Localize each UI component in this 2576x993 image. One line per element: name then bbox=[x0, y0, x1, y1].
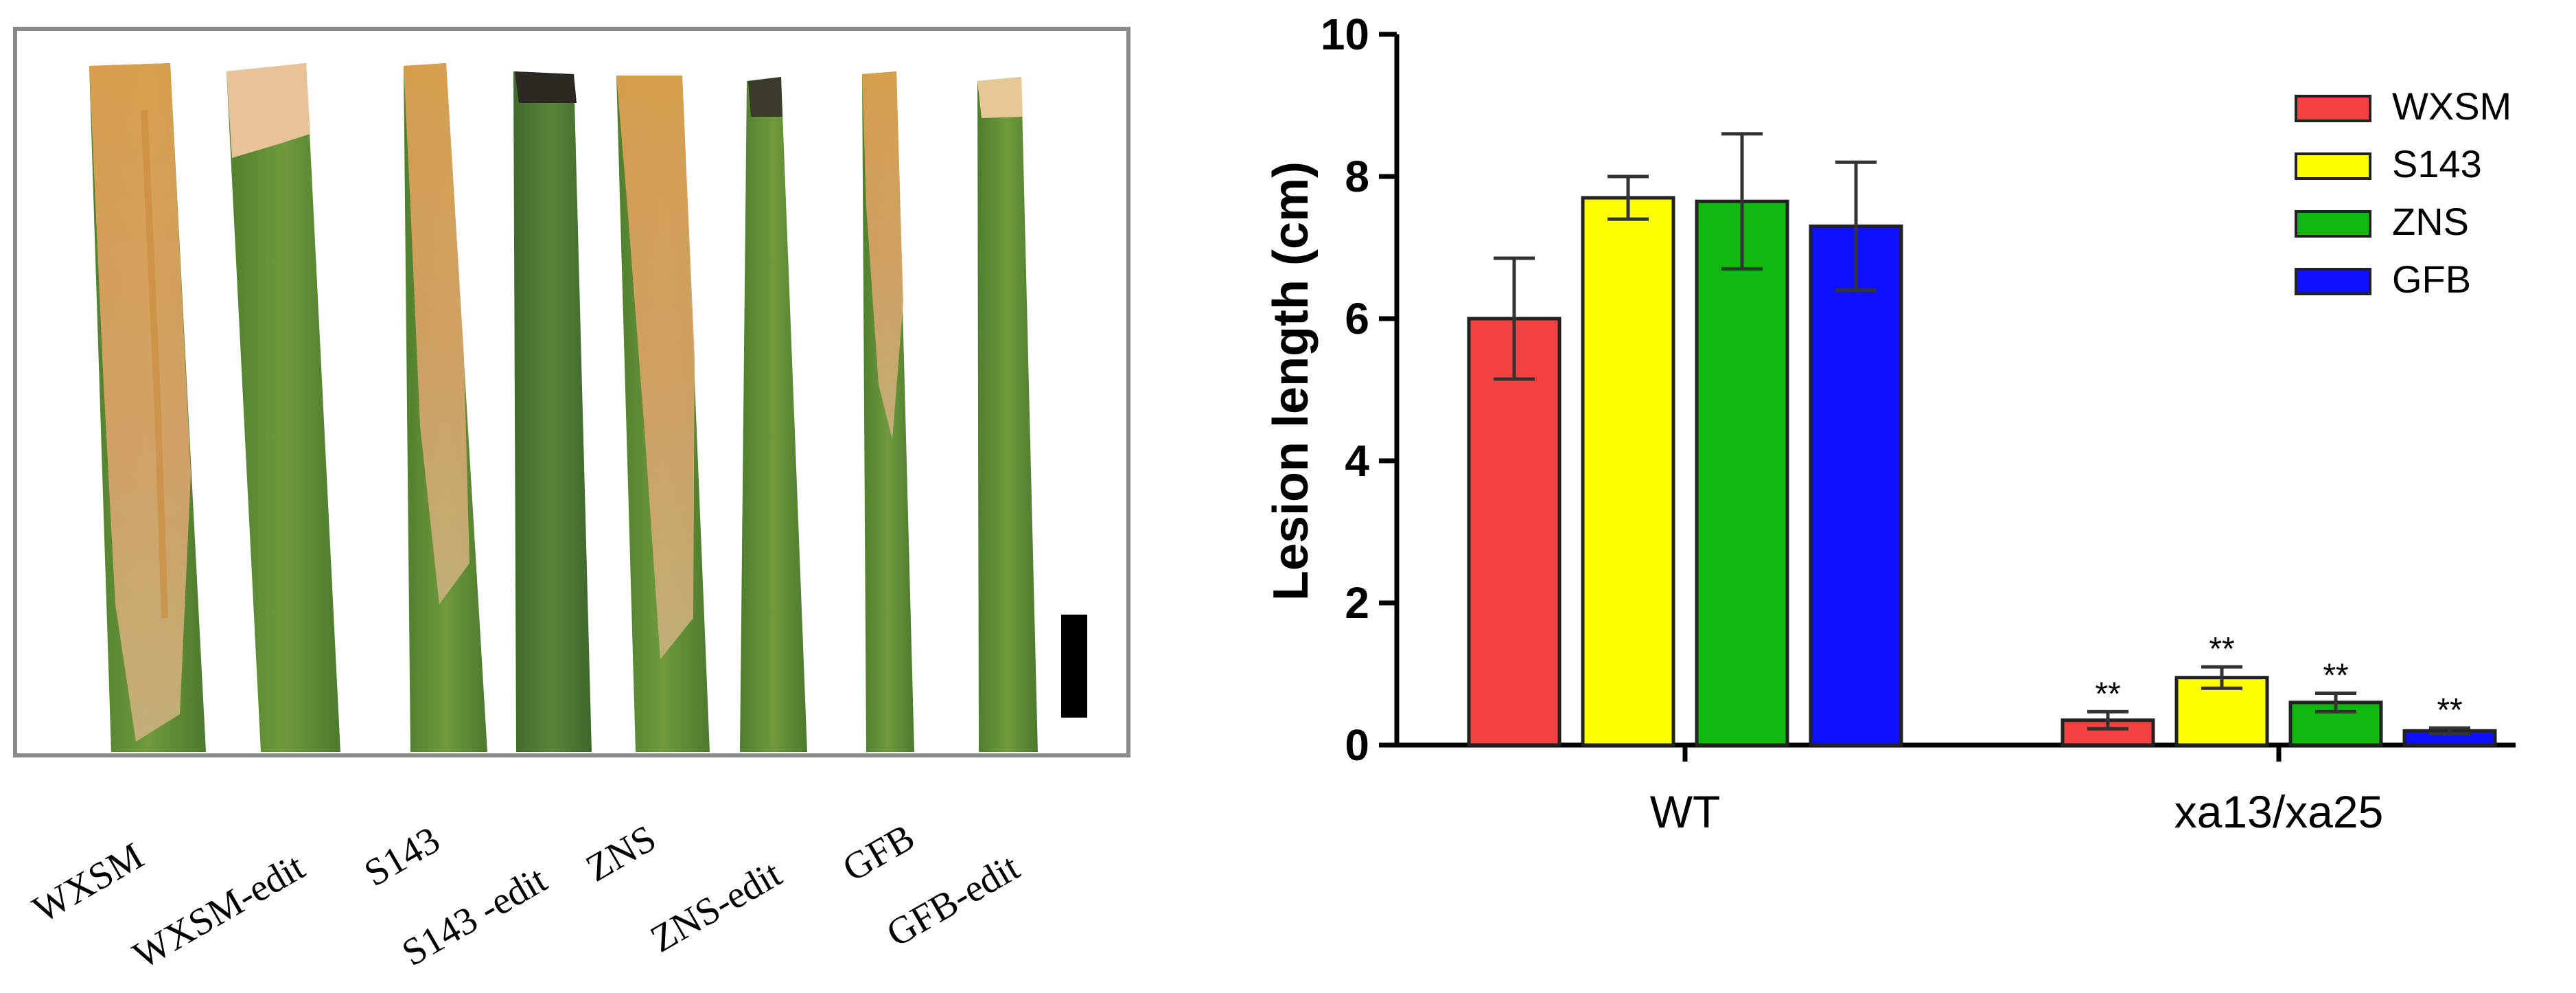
leaf-gfb-edit bbox=[977, 77, 1038, 752]
bar-chart: Lesion length (cm) 0 2 4 6 8 10 WT xa13/xa25 ** *… bbox=[1264, 10, 2516, 837]
legend-label: ZNS bbox=[2392, 200, 2469, 243]
legend-swatch bbox=[2295, 95, 2371, 122]
leaf-label-6: ZNS-edit bbox=[644, 852, 789, 961]
scale-bar bbox=[1061, 615, 1087, 718]
leaf-zns-edit bbox=[740, 77, 807, 752]
plot-area: 0 2 4 6 8 10 WT xa13/xa25 ** ** ** ** bbox=[1321, 10, 2516, 837]
leaf-label-1: WXSM bbox=[26, 834, 151, 931]
category-label: xa13/xa25 bbox=[2174, 786, 2384, 837]
bar bbox=[1467, 317, 1562, 747]
significance-label: ** bbox=[2437, 692, 2462, 729]
leaf-label-3: S143 bbox=[358, 819, 448, 895]
legend-label: S143 bbox=[2392, 142, 2482, 185]
y-tick-label: 6 bbox=[1345, 294, 1369, 343]
bar bbox=[1695, 199, 1789, 747]
significance-label: ** bbox=[2323, 657, 2348, 694]
leaf-wxsm-edit bbox=[227, 63, 340, 752]
legend-label: GFB bbox=[2392, 258, 2471, 301]
y-tick-label: 8 bbox=[1345, 152, 1369, 201]
category-label: WT bbox=[1650, 786, 1721, 837]
leaf-gfb bbox=[862, 71, 914, 752]
leaf-photo-panel: WXSM WXSM-edit S143 S143 -edit ZNS ZNS-e… bbox=[13, 27, 1130, 977]
significance-label: ** bbox=[2095, 676, 2120, 712]
y-tick-label: 10 bbox=[1321, 10, 1369, 59]
leaf-wxsm bbox=[89, 63, 206, 752]
legend-swatch bbox=[2295, 152, 2371, 180]
legend-swatch bbox=[2295, 210, 2371, 238]
legend-swatch bbox=[2295, 268, 2371, 295]
leaf-label-2: WXSM-edit bbox=[126, 845, 312, 977]
legend: WXSM S143 ZNS GFB bbox=[2295, 84, 2511, 301]
y-axis-title: Lesion length (cm) bbox=[1264, 161, 1319, 601]
leaf-label-7: GFB bbox=[836, 816, 922, 890]
y-tick-label: 2 bbox=[1345, 578, 1369, 628]
significance-label: ** bbox=[2209, 631, 2234, 667]
bar bbox=[1581, 196, 1675, 747]
bar bbox=[1809, 224, 1903, 747]
y-tick-label: 4 bbox=[1345, 436, 1369, 486]
y-tick-label: 0 bbox=[1345, 720, 1369, 770]
leaf-label-4: S143 -edit bbox=[395, 858, 555, 974]
leaf-label-5: ZNS bbox=[579, 817, 664, 891]
leaf-zns bbox=[616, 76, 710, 752]
leaf-s143-edit bbox=[513, 71, 592, 752]
legend-label: WXSM bbox=[2392, 84, 2511, 128]
leaf-s143 bbox=[404, 63, 487, 752]
